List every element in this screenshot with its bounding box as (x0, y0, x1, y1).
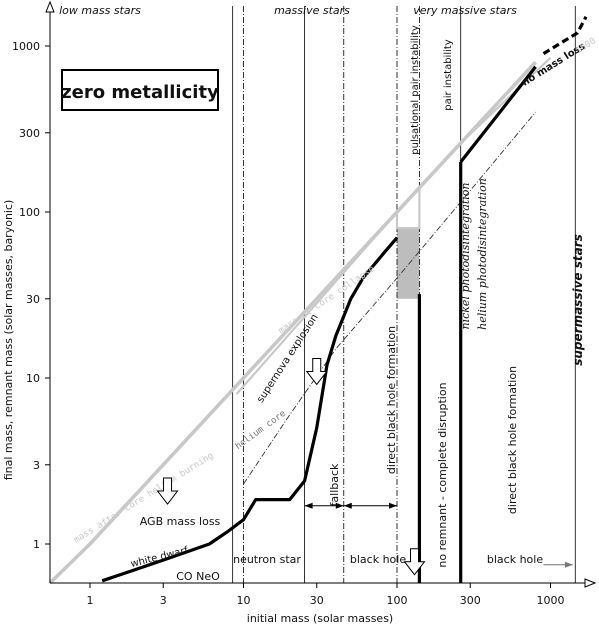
arrow-head (389, 502, 397, 509)
y-tick-label: 300 (19, 127, 40, 140)
label-co-neo: CO NeO (176, 570, 220, 583)
label-helium-photodisintegration: helium photodisintegration (476, 178, 489, 330)
label-nickel-photodisintegration: nickel photodisintegration (459, 183, 472, 330)
y-axis-title: final mass, remnant mass (solar masses, … (2, 200, 15, 481)
axis-ticks: 1 3 10 30 100 300 1000 1 3 10 30 100 300 1000 (12, 40, 565, 607)
arrow-head (564, 561, 573, 568)
arrow-head (304, 502, 313, 509)
region-label-massive: massive stars (274, 4, 350, 17)
label-mass-at-core-collapse: mass at core collapse (277, 264, 377, 336)
y-tick-label: 1 (33, 538, 40, 551)
label-black-hole-2: black hole (487, 553, 543, 566)
x-axis-arrow (584, 578, 597, 588)
series-line (235, 56, 552, 395)
label-fallback: fallback (328, 463, 341, 506)
y-tick-label: 30 (26, 293, 40, 306)
annotation-arrows (156, 357, 573, 576)
label-no-remnant: no remnant - complete disruption (436, 382, 449, 567)
x-tick-label: 300 (460, 594, 481, 607)
x-axis-title: initial mass (solar masses) (247, 612, 393, 625)
y-axis-arrow (45, 0, 55, 13)
label-direct-bh-2: direct black hole formation (506, 366, 519, 514)
y-tick-label: 1000 (12, 40, 40, 53)
series-line (542, 16, 588, 55)
series-lines (48, 16, 588, 585)
axes (45, 0, 597, 588)
label-black-hole: black hole (350, 553, 406, 566)
label-faded-1000: 1000 (574, 36, 598, 56)
open-down-arrow (305, 357, 328, 386)
x-tick-label: 30 (310, 594, 324, 607)
y-tick-label: 100 (19, 206, 40, 219)
metallicity-box (61, 69, 219, 111)
shaded-regions (397, 228, 420, 299)
metallicity-label: zero metallicity (61, 82, 219, 103)
open-down-arrow (403, 548, 426, 576)
label-supermassive-stars: supermassive stars (571, 234, 585, 366)
arrow-head (335, 502, 344, 509)
x-tick-label: 1 (87, 594, 94, 607)
open-down-arrow (156, 477, 179, 505)
series-line (243, 111, 536, 485)
x-tick-label: 3 (160, 594, 167, 607)
arrow-head (343, 502, 352, 509)
x-tick-label: 1000 (537, 594, 565, 607)
y-tick-label: 3 (33, 459, 40, 472)
label-helium-core: helium core (234, 409, 288, 452)
label-direct-bh-1: direct black hole formation (385, 326, 398, 474)
label-neutron-star: neutron star (233, 553, 301, 566)
label-agb-mass-loss: AGB mass loss (140, 515, 221, 528)
label-pulsational-pair: pulsational pair instability (410, 25, 421, 155)
x-tick-label: 100 (387, 594, 408, 607)
label-white-dwarf: white dwarf (130, 545, 190, 570)
region-label-very-massive: very massive stars (413, 4, 517, 17)
series-line (101, 236, 399, 583)
series-line (459, 65, 537, 163)
label-mass-after-helium-burning: mass after core helium burning (72, 451, 215, 546)
y-tick-label: 10 (26, 372, 40, 385)
shaded-region (397, 228, 420, 299)
label-pair-instability: pair instability (443, 39, 454, 111)
region-label-low-mass: low mass stars (59, 4, 141, 17)
x-tick-label: 10 (237, 594, 251, 607)
